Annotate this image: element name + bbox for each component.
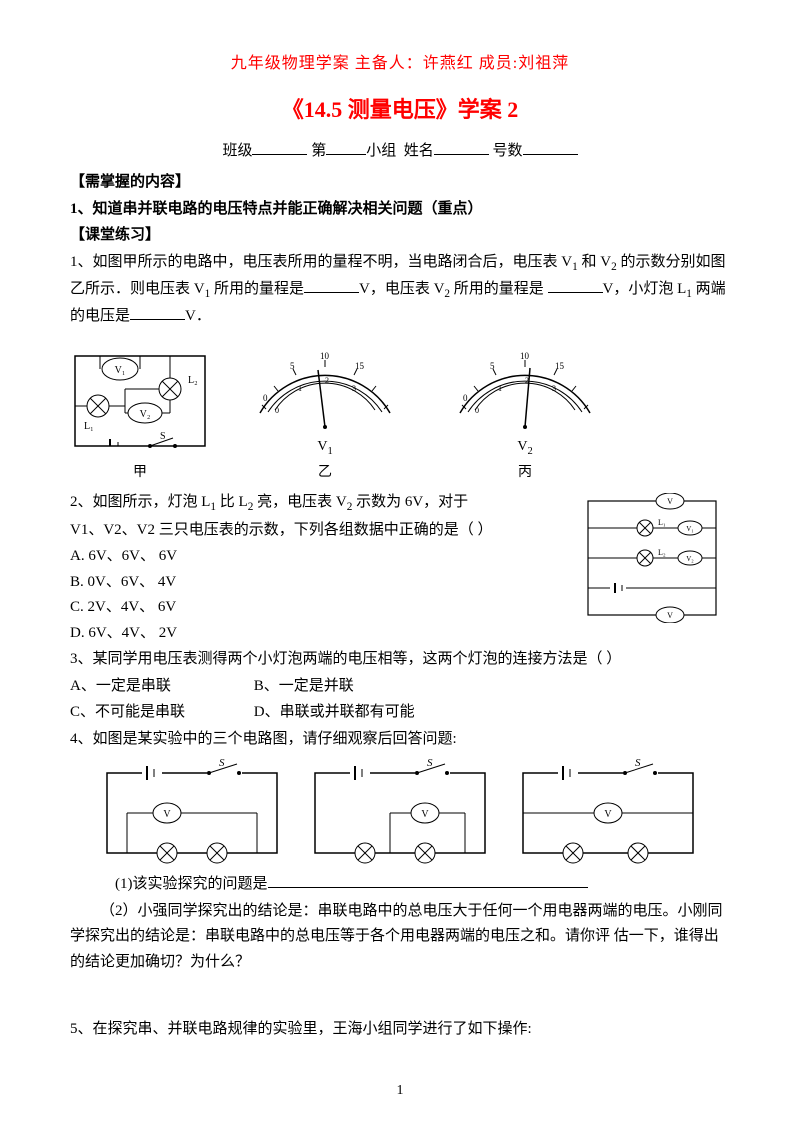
q4-sub1: (1)该实验探究的问题是 <box>70 872 730 898</box>
svg-text:10: 10 <box>320 351 330 361</box>
label-number: 号数 <box>493 143 523 159</box>
svg-text:5: 5 <box>290 361 295 371</box>
q2-opt-b[interactable]: B. 0V、6V、 4V <box>70 570 580 596</box>
q5-text: 5、在探究串、并联电路规律的实验里，王海小组同学进行了如下操作: <box>70 1017 730 1043</box>
blank-name[interactable] <box>434 140 489 155</box>
svg-text:0: 0 <box>475 406 479 415</box>
q2-block: 2、如图所示，灯泡 L1 比 L2 亮，电压表 V2 示数为 6V，对于 V1、… <box>70 489 730 647</box>
q3-row1: A、一定是串联 B、一定是并联 <box>70 674 730 700</box>
q1-figures: V₁ L₂ L₁ V₂ S 甲 <box>70 335 730 484</box>
svg-text:L₂: L₂ <box>658 548 666 557</box>
q1-text: 1、如图甲所示的电路中，电压表所用的量程不明，当电路闭合后，电压表 V1 和 V… <box>70 250 730 330</box>
fig-label-yi: V1乙 <box>240 435 410 484</box>
svg-text:L₁: L₁ <box>84 421 94 432</box>
svg-text:V: V <box>667 497 673 506</box>
svg-text:V: V <box>604 809 612 820</box>
svg-text:V₁: V₁ <box>115 365 126 376</box>
svg-text:15: 15 <box>555 361 565 371</box>
svg-text:V₂: V₂ <box>686 555 694 563</box>
svg-text:15: 15 <box>355 361 365 371</box>
blank-q1c[interactable] <box>130 305 185 320</box>
label-class: 班级 <box>222 143 252 159</box>
q1-t2: 和 V <box>578 254 611 270</box>
svg-text:3: 3 <box>552 384 556 393</box>
svg-text:S: S <box>160 431 166 442</box>
q3-opt-a[interactable]: A、一定是串联 <box>70 674 250 700</box>
svg-text:V₁: V₁ <box>686 525 694 533</box>
fig-yi: 0 5 10 15 0 1 2 3 V1乙 <box>240 335 410 484</box>
blank-group[interactable] <box>326 140 366 155</box>
svg-text:V: V <box>667 611 673 620</box>
q3-opt-c[interactable]: C、不可能是串联 <box>70 700 250 726</box>
svg-text:S: S <box>635 758 641 769</box>
label-name: 姓名 <box>404 143 434 159</box>
q4-text: 4、如图是某实验中的三个电路图，请仔细观察后回答问题: <box>70 727 730 753</box>
doc-header: 九年级物理学案 主备人：许燕红 成员:刘祖萍 <box>70 50 730 77</box>
q4-figures: S V S V S V <box>70 758 730 868</box>
q1-t5: V，电压表 V <box>359 281 444 297</box>
svg-text:1: 1 <box>498 384 502 393</box>
fig-label-jia: 甲 <box>70 461 210 485</box>
svg-text:L₂: L₂ <box>188 375 198 386</box>
q3-row2: C、不可能是串联 D、串联或并联都有可能 <box>70 700 730 726</box>
svg-text:V: V <box>421 809 429 820</box>
blank-class[interactable] <box>252 140 307 155</box>
q1-t9: V． <box>185 308 211 324</box>
blank-q1a[interactable] <box>304 278 359 293</box>
section-master: 【需掌握的内容】 <box>70 170 730 196</box>
label-group-pre: 第 <box>311 143 326 159</box>
q2-options: A. 6V、6V、 6V B. 0V、6V、 4V C. 2V、4V、 6V D… <box>70 544 580 646</box>
svg-text:1: 1 <box>298 384 302 393</box>
class-info-line: 班级 第 小组 姓名 号数 <box>70 139 730 165</box>
q3-opt-d[interactable]: D、串联或并联都有可能 <box>254 704 415 720</box>
svg-text:0: 0 <box>275 406 279 415</box>
q2-opt-d[interactable]: D. 6V、4V、 2V <box>70 621 580 647</box>
svg-text:10: 10 <box>520 351 530 361</box>
fig-jia: V₁ L₂ L₁ V₂ S 甲 <box>70 351 210 485</box>
q2-opt-a[interactable]: A. 6V、6V、 6V <box>70 544 580 570</box>
page-number: 1 <box>0 1079 800 1103</box>
svg-text:S: S <box>427 758 433 769</box>
fig-bing: 05 1015 01 23 V2丙 <box>440 335 610 484</box>
svg-text:L₁: L₁ <box>658 518 666 527</box>
q2-line1: 2、如图所示，灯泡 L1 比 L2 亮，电压表 V2 示数为 6V，对于 <box>70 490 580 517</box>
svg-text:0: 0 <box>263 393 268 403</box>
svg-text:V: V <box>163 809 171 820</box>
svg-text:2: 2 <box>325 376 329 385</box>
svg-text:V₂: V₂ <box>140 409 151 420</box>
q2-line2: V1、V2、V2 三只电压表的示数，下列各组数据中正确的是（ ） <box>70 518 580 544</box>
master-item-1: 1、知道串并联电路的电压特点并能正确解决相关问题（重点） <box>70 197 730 223</box>
q1-t7: V，小灯泡 L <box>603 281 687 297</box>
svg-text:5: 5 <box>490 361 495 371</box>
fig-label-bing: V2丙 <box>440 435 610 484</box>
q4-fig3: S V <box>513 758 703 868</box>
q4-fig2: S V <box>305 758 495 868</box>
q1-t4: 所用的量程是 <box>210 281 304 297</box>
q4-fig1: S V <box>97 758 287 868</box>
q4-sub2: （2）小强同学探究出的结论是：串联电路中的总电压大于任何一个用电器两端的电压。小… <box>70 899 730 976</box>
label-group-post: 小组 <box>366 143 396 159</box>
q2-opt-c[interactable]: C. 2V、4V、 6V <box>70 595 580 621</box>
q1-t6: 所用的量程是 <box>450 281 544 297</box>
blank-number[interactable] <box>523 140 578 155</box>
blank-q1b[interactable] <box>548 278 603 293</box>
section-practice: 【课堂练习】 <box>70 223 730 249</box>
blank-q4-1[interactable] <box>268 873 588 888</box>
q3-opt-b[interactable]: B、一定是并联 <box>254 678 354 694</box>
q1-t1: 1、如图甲所示的电路中，电压表所用的量程不明，当电路闭合后，电压表 V <box>70 254 572 270</box>
q3-text: 3、某同学用电压表测得两个小灯泡两端的电压相等，这两个灯泡的连接方法是（ ） <box>70 647 730 673</box>
q2-figure: V L₁ V₁ L₂ V₂ V <box>580 489 730 633</box>
svg-text:3: 3 <box>352 384 356 393</box>
svg-text:0: 0 <box>463 393 468 403</box>
doc-title: 《14.5 测量电压》学案 2 <box>70 91 730 128</box>
svg-text:S: S <box>219 758 225 769</box>
